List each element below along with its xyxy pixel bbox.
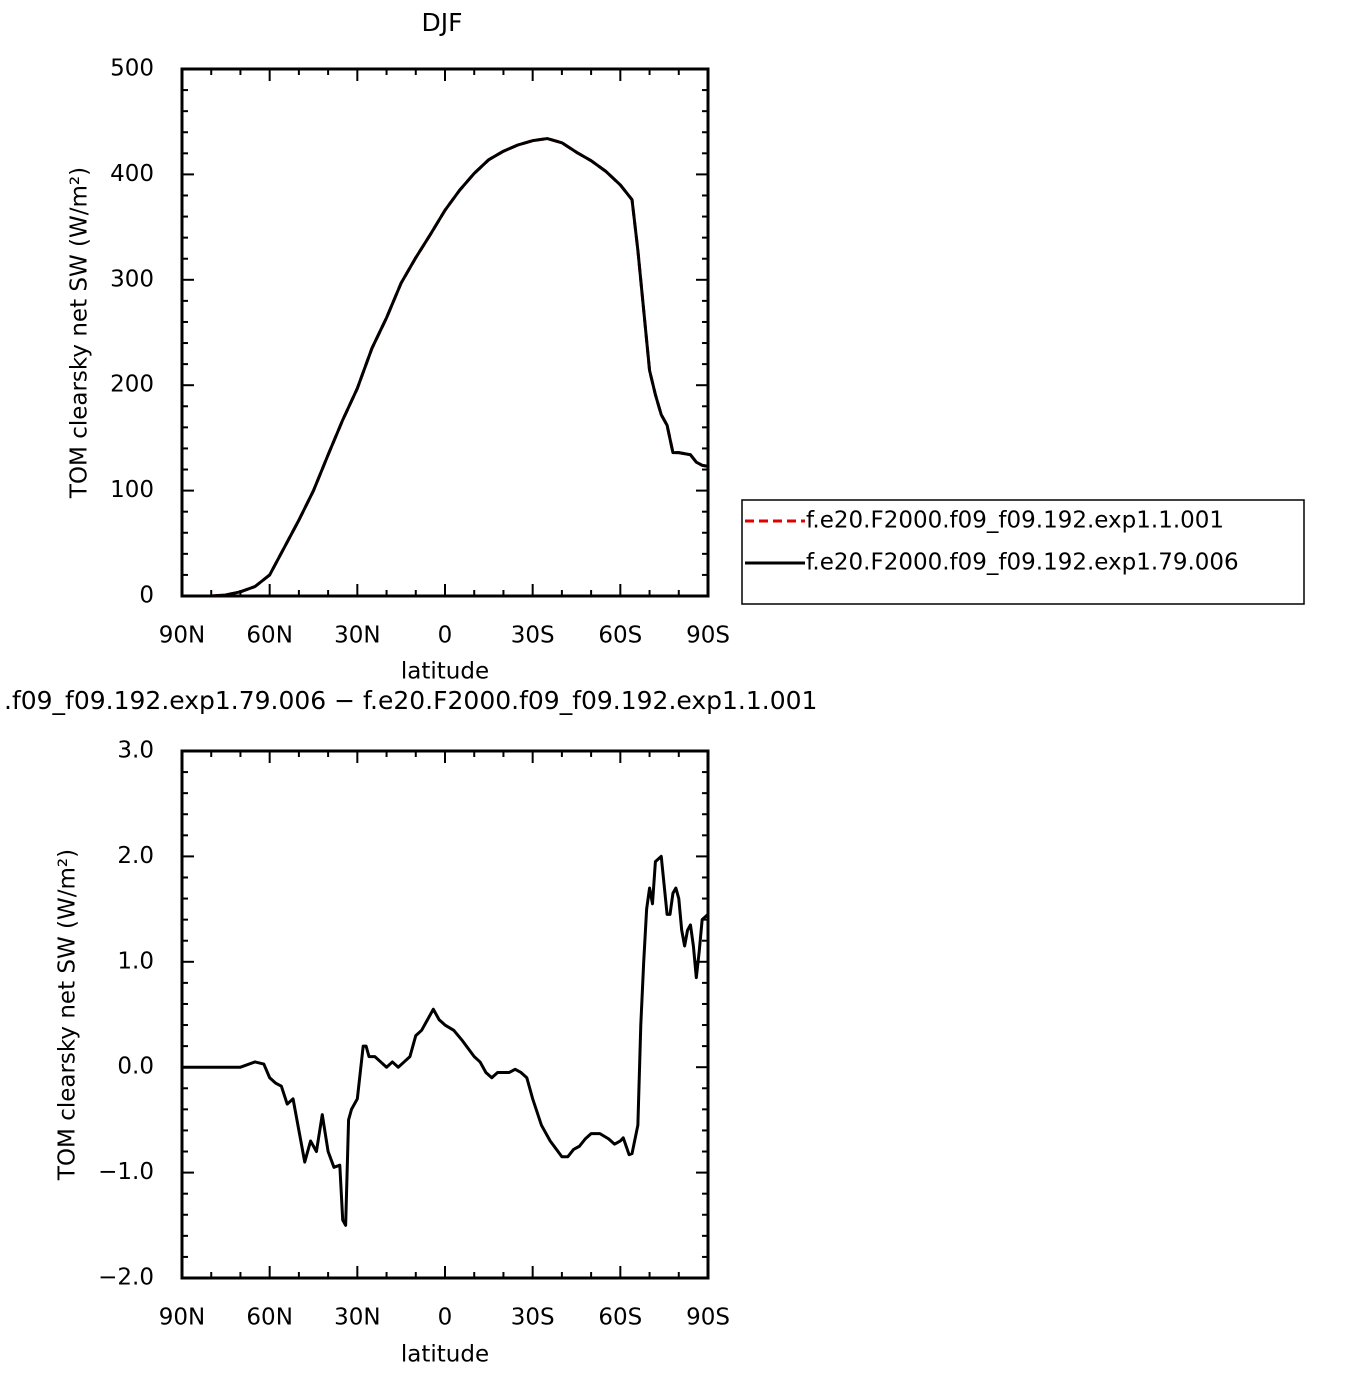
chart-title: .f09_f09.192.exp1.79.006 − f.e20.F2000.f… [4, 686, 817, 715]
y-tick-label: 1.0 [117, 948, 154, 974]
x-tick-label: 90S [686, 623, 730, 649]
x-axis-label: latitude [401, 659, 489, 685]
y-axis-label: TOM clearsky net SW (W/m²) [67, 167, 93, 499]
x-tick-label: 90N [159, 1305, 205, 1331]
y-tick-label: 0.0 [117, 1054, 154, 1080]
x-tick-label: 30S [511, 623, 555, 649]
plot-frame [180, 67, 710, 598]
data-line [182, 854, 710, 1227]
y-tick-label: 3.0 [117, 738, 154, 764]
y-tick-label: −1.0 [98, 1159, 154, 1185]
x-tick-label: 0 [438, 1305, 453, 1331]
chart-title: DJF [421, 8, 462, 37]
data-line [211, 137, 709, 598]
x-tick-label: 60S [598, 623, 642, 649]
x-tick-label: 60N [246, 623, 292, 649]
x-tick-label: 0 [438, 623, 453, 649]
x-tick-label: 90N [159, 623, 205, 649]
x-tick-label: 60S [598, 1305, 642, 1331]
y-tick-label: 2.0 [117, 843, 154, 869]
x-axis-label: latitude [401, 1342, 489, 1368]
x-tick-label: 30N [334, 623, 380, 649]
y-tick-label: 300 [110, 266, 154, 292]
x-tick-label: 90S [686, 1305, 730, 1331]
legend-box [741, 499, 1305, 605]
y-tick-label: 0 [139, 583, 154, 609]
y-tick-label: −2.0 [98, 1265, 154, 1291]
x-tick-label: 30S [511, 1305, 555, 1331]
x-tick-label: 30N [334, 1305, 380, 1331]
legend: f.e20.F2000.f09_f09.192.exp1.1.001 f.e20.… [741, 499, 1305, 605]
y-axis-label: TOM clearsky net SW (W/m²) [55, 849, 81, 1181]
y-tick-label: 400 [110, 161, 154, 187]
y-tick-label: 200 [110, 372, 154, 398]
x-tick-label: 60N [246, 1305, 292, 1331]
legend-label: f.e20.F2000.f09_f09.192.exp1.79.006 [806, 550, 1239, 576]
legend-label: f.e20.F2000.f09_f09.192.exp1.1.001 [806, 508, 1224, 534]
plot-frame [180, 749, 710, 1280]
y-tick-label: 100 [110, 477, 154, 503]
y-tick-label: 500 [110, 56, 154, 82]
